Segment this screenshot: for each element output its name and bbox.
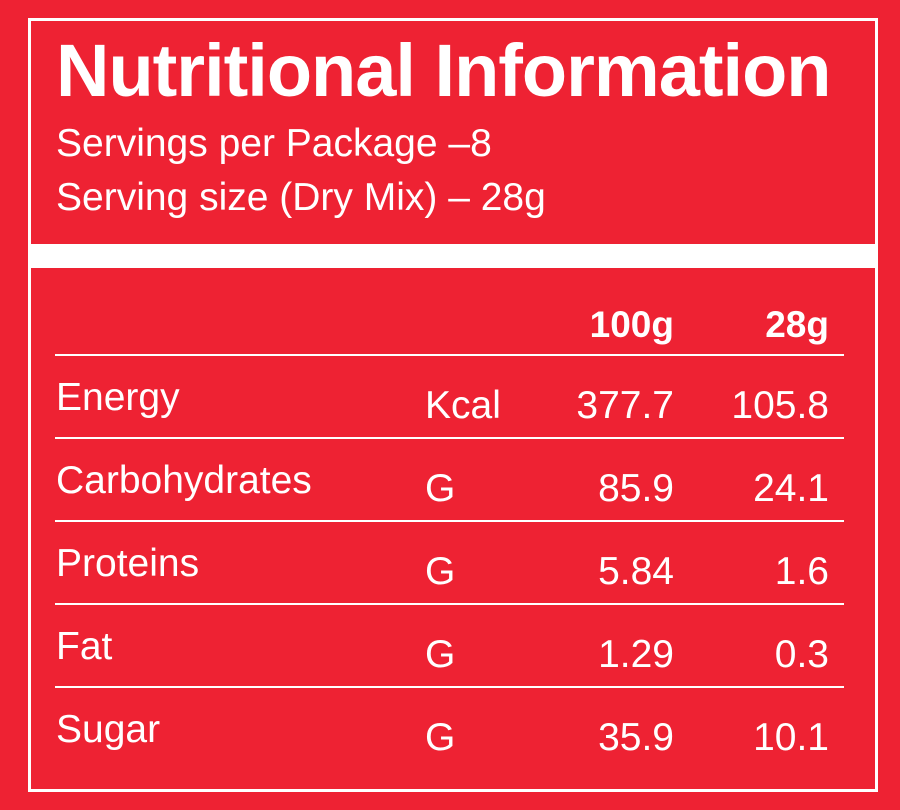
table-rule [55, 686, 844, 688]
table-row-proteins: Proteins G 5.84 1.6 [0, 522, 900, 604]
nutrient-name: Sugar [56, 708, 161, 751]
value-per-28g: 24.1 [753, 467, 829, 510]
nutrient-unit: Kcal [425, 384, 501, 427]
value-per-100g: 35.9 [598, 716, 674, 759]
value-per-100g: 85.9 [598, 467, 674, 510]
nutrient-unit: G [425, 550, 456, 593]
column-header-28g: 28g [765, 304, 829, 345]
header-divider-band [28, 244, 878, 268]
nutrient-unit: G [425, 633, 456, 676]
column-header-100g: 100g [589, 304, 674, 345]
servings-per-package: Servings per Package –8 [56, 122, 492, 165]
value-per-100g: 5.84 [598, 550, 674, 593]
nutrient-name: Energy [56, 376, 180, 419]
table-rule [55, 437, 844, 439]
value-per-28g: 105.8 [731, 384, 829, 427]
nutrient-unit: G [425, 716, 456, 759]
table-row-sugar: Sugar G 35.9 10.1 [0, 688, 900, 770]
table-row-carbohydrates: Carbohydrates G 85.9 24.1 [0, 439, 900, 521]
value-per-28g: 10.1 [753, 716, 829, 759]
table-row-energy: Energy Kcal 377.7 105.8 [0, 356, 900, 438]
table-rule [55, 603, 844, 605]
label-title: Nutritional Information [56, 29, 831, 112]
header-frame [28, 18, 878, 250]
value-per-28g: 1.6 [774, 550, 829, 593]
value-per-100g: 1.29 [598, 633, 674, 676]
nutrient-name: Proteins [56, 542, 200, 585]
table-rule [55, 520, 844, 522]
serving-size: Serving size (Dry Mix) – 28g [56, 176, 546, 219]
table-rule [55, 354, 844, 356]
nutrient-name: Fat [56, 625, 113, 668]
table-row-fat: Fat G 1.29 0.3 [0, 605, 900, 687]
value-per-100g: 377.7 [576, 384, 674, 427]
table-frame [28, 268, 878, 792]
nutrient-unit: G [425, 467, 456, 510]
value-per-28g: 0.3 [774, 633, 829, 676]
nutrient-name: Carbohydrates [56, 459, 312, 502]
